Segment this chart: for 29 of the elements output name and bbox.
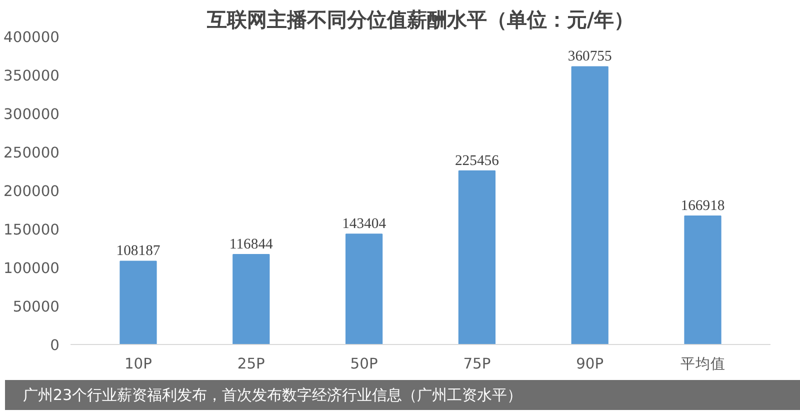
y-tick-label: 200000 xyxy=(4,183,60,200)
bar xyxy=(232,254,270,344)
x-tick-label: 75P xyxy=(463,356,491,372)
x-tick-label: 10P xyxy=(124,356,152,372)
bar xyxy=(571,66,608,344)
x-tick-label: 90P xyxy=(576,356,604,372)
bar xyxy=(120,260,157,344)
data-label: 360755 xyxy=(568,48,612,65)
y-tick-label: 250000 xyxy=(4,144,60,162)
data-label: 116844 xyxy=(229,236,274,253)
chart-title: 互联网主播不同分位值薪酬水平（单位：元/年） xyxy=(206,8,634,32)
x-tick-label: 50P xyxy=(350,356,378,372)
bar xyxy=(458,170,496,344)
y-tick-label: 50000 xyxy=(12,298,60,316)
text: 广州23个行业薪资福利发布，首次发布数字经济行业信息（广州工资水平） xyxy=(23,385,522,406)
y-tick-label: 300000 xyxy=(4,106,60,123)
data-label: 225456 xyxy=(454,152,499,169)
bar xyxy=(345,234,383,344)
x-tick-label: 平均值 xyxy=(680,356,726,372)
data-label: 108187 xyxy=(116,243,160,260)
y-tick-label: 350000 xyxy=(4,68,60,84)
y-tick-label: 150000 xyxy=(4,222,60,238)
bar xyxy=(684,215,722,344)
x-tick-label: 25P xyxy=(237,356,266,372)
y-tick-label: 400000 xyxy=(4,29,60,46)
y-tick-label: 100000 xyxy=(4,260,60,277)
y-tick-label: 0 xyxy=(50,337,60,354)
data-label: 143404 xyxy=(342,216,387,232)
data-label: 166918 xyxy=(680,198,725,214)
